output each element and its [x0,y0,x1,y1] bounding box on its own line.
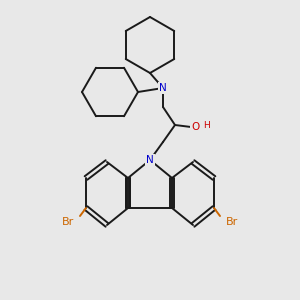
Text: N: N [159,83,167,93]
Text: N: N [146,155,154,165]
Text: Br: Br [62,217,74,227]
Text: N: N [159,83,167,93]
Text: O: O [191,122,199,132]
Text: Br: Br [226,217,238,227]
Text: H: H [203,122,210,130]
